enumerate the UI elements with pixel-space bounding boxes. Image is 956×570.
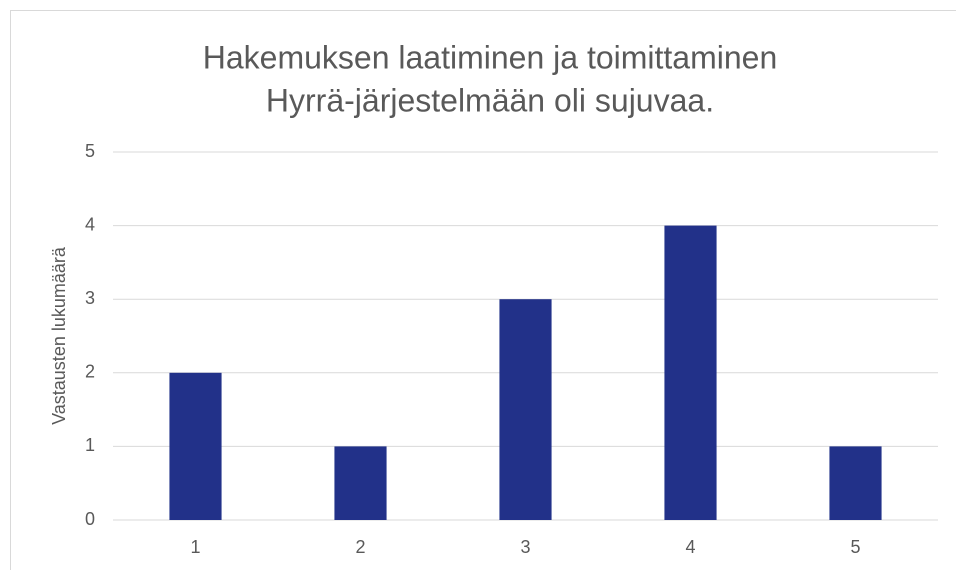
- y-tick-label: 1: [85, 435, 95, 455]
- x-tick-label: 4: [685, 537, 695, 557]
- y-tick-label: 5: [85, 141, 95, 161]
- bar: [169, 372, 222, 520]
- y-axis-label: Vastausten lukumäärä: [49, 246, 69, 425]
- bar: [664, 225, 717, 520]
- y-tick-label: 2: [85, 362, 95, 382]
- bar: [829, 446, 882, 520]
- x-tick-label: 3: [520, 537, 530, 557]
- x-tick-label: 1: [190, 537, 200, 557]
- y-tick-label: 4: [85, 214, 95, 234]
- y-tick-label: 3: [85, 288, 95, 308]
- chart-title: Hakemuksen laatiminen ja toimittaminen: [203, 39, 777, 75]
- y-tick-label: 0: [85, 509, 95, 529]
- x-tick-label: 5: [850, 537, 860, 557]
- chart-frame: [10, 10, 956, 570]
- chart-title: Hyrrä-järjestelmään oli sujuvaa.: [266, 82, 714, 118]
- bar: [499, 299, 552, 520]
- x-tick-label: 2: [355, 537, 365, 557]
- bar: [334, 446, 387, 520]
